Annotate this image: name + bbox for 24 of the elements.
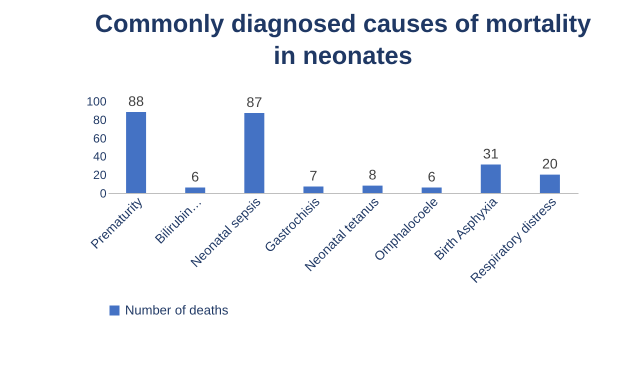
- data-label: 6: [428, 168, 436, 184]
- y-tick-label: 100: [86, 94, 107, 108]
- data-label: 7: [310, 168, 318, 184]
- y-tick-label: 0: [100, 186, 107, 200]
- bar: [303, 186, 324, 193]
- data-label: 87: [246, 94, 262, 110]
- bar: [362, 186, 383, 193]
- chart-title: Commonly diagnosed causes of mortality in neonates: [95, 10, 592, 70]
- bar: [422, 187, 442, 193]
- data-label: 31: [483, 145, 499, 162]
- data-label: 20: [542, 156, 558, 172]
- y-tick-label: 40: [93, 150, 107, 164]
- bar: [244, 112, 264, 193]
- legend-label: Number of deaths: [125, 302, 229, 318]
- bar: [540, 174, 560, 193]
- y-tick-label: 20: [93, 168, 107, 182]
- bar: [185, 187, 206, 193]
- bar: [480, 164, 501, 193]
- data-label: 8: [368, 166, 377, 183]
- y-tick-label: 60: [93, 131, 107, 146]
- bar: [126, 112, 146, 193]
- data-label: 6: [191, 168, 200, 184]
- data-label: 88: [128, 93, 144, 110]
- y-tick-label: 80: [93, 112, 107, 127]
